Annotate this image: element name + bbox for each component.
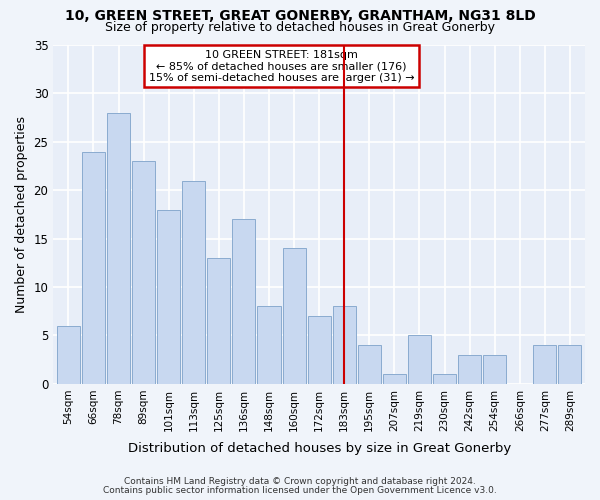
Bar <box>132 161 155 384</box>
Bar <box>257 306 281 384</box>
Text: Size of property relative to detached houses in Great Gonerby: Size of property relative to detached ho… <box>105 21 495 34</box>
Text: Contains HM Land Registry data © Crown copyright and database right 2024.: Contains HM Land Registry data © Crown c… <box>124 477 476 486</box>
Bar <box>157 210 180 384</box>
Text: 10 GREEN STREET: 181sqm
← 85% of detached houses are smaller (176)
15% of semi-d: 10 GREEN STREET: 181sqm ← 85% of detache… <box>149 50 415 83</box>
Bar <box>57 326 80 384</box>
Bar <box>332 306 356 384</box>
Bar <box>433 374 456 384</box>
Text: Contains public sector information licensed under the Open Government Licence v3: Contains public sector information licen… <box>103 486 497 495</box>
Bar <box>207 258 230 384</box>
Bar <box>232 220 256 384</box>
Bar <box>82 152 105 384</box>
Bar <box>182 180 205 384</box>
Bar <box>308 316 331 384</box>
Bar <box>383 374 406 384</box>
Bar <box>408 336 431 384</box>
Text: 10, GREEN STREET, GREAT GONERBY, GRANTHAM, NG31 8LD: 10, GREEN STREET, GREAT GONERBY, GRANTHA… <box>65 9 535 23</box>
Bar <box>483 355 506 384</box>
Bar <box>358 345 381 384</box>
Bar <box>458 355 481 384</box>
Y-axis label: Number of detached properties: Number of detached properties <box>15 116 28 313</box>
Bar <box>533 345 556 384</box>
Bar <box>107 113 130 384</box>
Bar <box>559 345 581 384</box>
X-axis label: Distribution of detached houses by size in Great Gonerby: Distribution of detached houses by size … <box>128 442 511 455</box>
Bar <box>283 248 305 384</box>
